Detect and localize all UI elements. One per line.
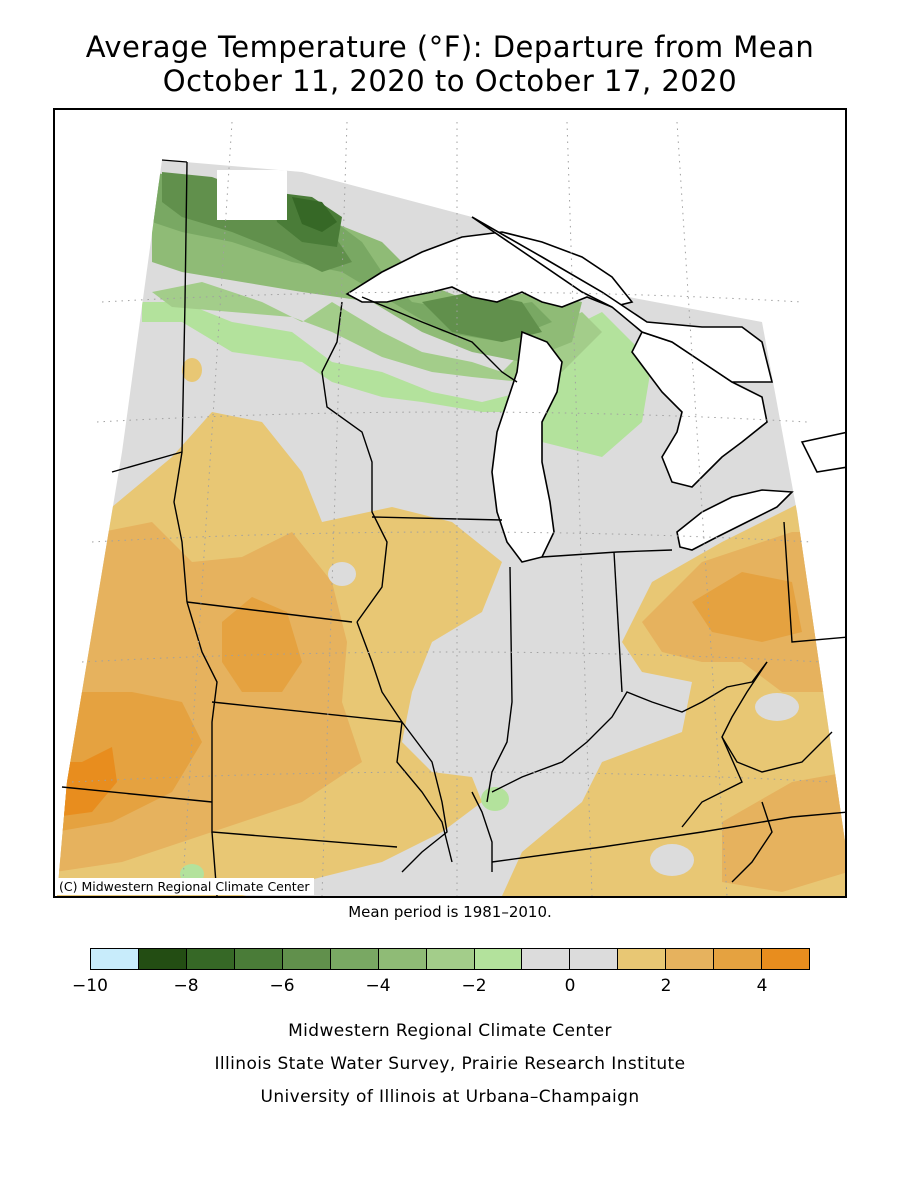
legend-tick-label: −6 xyxy=(269,976,295,996)
legend-tick-label: −2 xyxy=(461,976,487,996)
map-copyright: (C) Midwestern Regional Climate Center xyxy=(55,878,314,895)
lake-ontario xyxy=(800,431,845,473)
credit-line-1: Midwestern Regional Climate Center xyxy=(288,1021,612,1041)
border-ia-mo xyxy=(211,701,403,723)
legend-tick-label: −10 xyxy=(72,976,108,996)
region-outline xyxy=(161,159,188,163)
legend-swatch xyxy=(234,949,283,969)
field-cool-pocket-mn xyxy=(182,358,202,382)
border-ne-ks xyxy=(61,786,213,803)
great-lakes xyxy=(345,216,845,563)
legend-swatch xyxy=(570,949,619,969)
border-oh-pa xyxy=(783,521,845,643)
lake-erie xyxy=(676,489,794,551)
border-va-wv xyxy=(731,801,773,883)
mean-period-note: Mean period is 1981–2010. xyxy=(348,903,552,921)
border-wi-il xyxy=(371,516,503,521)
legend-color-bar xyxy=(90,948,810,970)
legend-tick-label: −8 xyxy=(173,976,199,996)
temperature-departure-map xyxy=(53,108,847,898)
field-warm-4 xyxy=(57,747,117,817)
field-cool-5b xyxy=(422,292,542,342)
border-oh-mi xyxy=(616,549,673,553)
credit-line-3: University of Illinois at Urbana–Champai… xyxy=(260,1087,640,1107)
legend-tick-label: 0 xyxy=(564,976,576,996)
color-legend xyxy=(90,948,810,970)
border-ia-ne xyxy=(186,601,218,802)
legend-tick-label: 2 xyxy=(660,976,672,996)
legend-tick-label: 4 xyxy=(756,976,768,996)
field-cool-5 xyxy=(162,172,352,272)
legend-swatch xyxy=(282,949,331,969)
legend-swatch xyxy=(618,949,667,969)
border-ky-in-oh xyxy=(491,661,768,793)
legend-swatch xyxy=(91,949,139,969)
field-neutral-pocket-ky xyxy=(650,844,694,876)
legend-swatch xyxy=(186,949,235,969)
border-mo-il-river xyxy=(401,721,448,873)
legend-swatch xyxy=(714,949,763,969)
legend-swatch xyxy=(762,949,810,969)
map-title: Average Temperature (°F): Departure from… xyxy=(85,30,815,64)
border-mn-nd xyxy=(173,161,188,603)
legend-swatch xyxy=(330,949,379,969)
graticule xyxy=(71,121,833,896)
border-wi-mi xyxy=(361,296,518,383)
legend-tick-label: −4 xyxy=(365,976,391,996)
border-oh-wv xyxy=(721,661,833,773)
legend-swatch xyxy=(426,949,475,969)
field-cool-2 xyxy=(152,282,602,382)
field-neutral-pocket-ia xyxy=(328,562,356,586)
field-cool-1 xyxy=(142,302,652,457)
border-ia-il xyxy=(356,621,453,863)
border-il-in xyxy=(486,566,513,803)
legend-swatch xyxy=(138,949,187,969)
border-in-oh xyxy=(613,551,623,693)
border-mn-wi xyxy=(321,301,388,623)
credit-line-2: Illinois State Water Survey, Prairie Res… xyxy=(214,1054,686,1074)
border-in-mi xyxy=(541,551,618,558)
field-nodata-canada xyxy=(217,170,287,220)
field-neutral-pocket-ohio xyxy=(755,693,799,721)
lake-superior xyxy=(345,231,634,308)
field-warm-east-3 xyxy=(692,572,802,642)
lake-canada-interior xyxy=(471,216,774,383)
legend-swatch xyxy=(666,949,715,969)
border-mn-ia xyxy=(186,601,353,623)
border-ky-tn xyxy=(491,811,845,863)
field-cool-7 xyxy=(292,197,337,232)
legend-swatch xyxy=(522,949,571,969)
legend-swatch xyxy=(474,949,523,969)
border-nd-sd xyxy=(111,451,183,473)
legend-swatch xyxy=(378,949,427,969)
map-date-range: October 11, 2020 to October 17, 2020 xyxy=(162,64,738,98)
border-ky-wv-va xyxy=(681,736,743,828)
field-warm-3b xyxy=(222,597,302,692)
border-ky-mo-river xyxy=(471,791,493,872)
field-warm-east-2b xyxy=(722,772,845,892)
